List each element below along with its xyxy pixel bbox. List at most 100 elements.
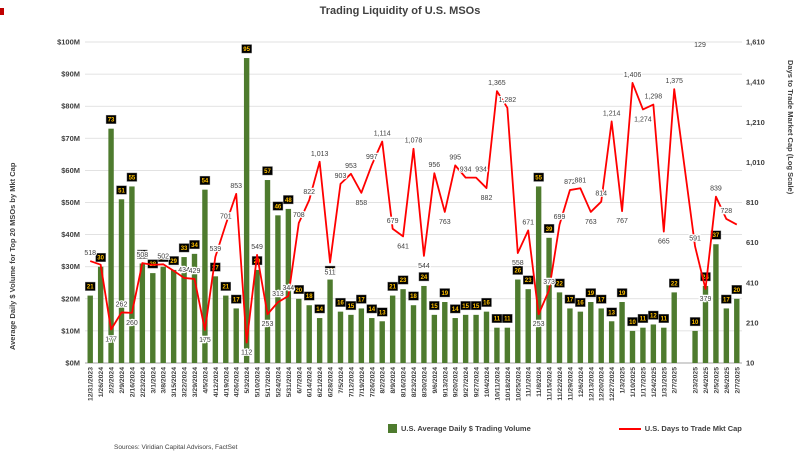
line-value-label: 679 (387, 218, 399, 225)
line-value-label: 853 (230, 183, 242, 190)
left-axis-tick: $50M (61, 198, 80, 207)
left-axis-tick: $80M (61, 102, 80, 111)
volume-bar (734, 298, 740, 363)
bar-value-box (377, 307, 388, 317)
right-axis-tick: 1,610 (746, 38, 765, 47)
line-value-label: 882 (481, 195, 493, 202)
bar-value-box (606, 307, 617, 317)
x-tick-label: 6/28/2024 (328, 367, 335, 397)
volume-bar (181, 257, 187, 363)
volume-bar (713, 244, 719, 363)
line-value-label: 1,282 (499, 97, 517, 104)
bar-value-box (137, 249, 148, 259)
bar-value-label: 13 (379, 310, 386, 316)
bar-value-box (397, 275, 409, 285)
volume-bar (692, 330, 698, 363)
volume-bar (473, 314, 479, 363)
volume-bar (577, 311, 584, 363)
bar-value-box (512, 265, 523, 275)
line-value-label: 262 (116, 301, 128, 308)
bar-value-box (470, 301, 482, 311)
volume-bar (191, 253, 198, 363)
volume-bar (640, 327, 646, 363)
bar-value-label: 14 (452, 307, 459, 313)
volume-bar (410, 305, 417, 363)
right-axis-tick: 810 (746, 198, 759, 207)
x-tick-label: 2/9/2024 (119, 367, 126, 394)
bar-value-label: 17 (723, 297, 730, 303)
bar-value-label: 16 (337, 301, 344, 307)
x-tick-label: 1/17/2025 (640, 367, 647, 397)
x-tick-label: 11/8/2024 (536, 367, 543, 397)
bar-value-box (387, 281, 398, 291)
line-value-label: 313 (272, 291, 284, 298)
line-value-label: 544 (418, 263, 430, 270)
x-tick-label: 4/19/2024 (223, 367, 230, 397)
line-value-label: 763 (439, 219, 451, 226)
x-tick-label: 10/18/2024 (505, 367, 512, 401)
x-tick-label: 8/23/2024 (411, 367, 418, 397)
volume-bar (567, 308, 573, 363)
bar-value-box (168, 256, 179, 266)
volume-bar (327, 279, 333, 363)
bar-value-box (575, 297, 586, 307)
bar-value-label: 11 (504, 317, 511, 323)
line-value-label: 434 (178, 267, 190, 274)
line-value-label: 881 (575, 177, 587, 184)
x-tick-label: 3/22/2024 (182, 367, 189, 397)
bar-value-label: 15 (462, 304, 469, 310)
legend-item-volume: U.S. Average Daily $ Trading Volume (388, 424, 531, 433)
bar-value-label: 26 (327, 269, 334, 275)
bar-value-box (158, 252, 169, 262)
volume-bar (202, 189, 208, 363)
bar-value-box (460, 301, 471, 311)
bar-value-box (533, 172, 544, 182)
bar-value-label: 16 (577, 301, 584, 307)
bar-value-box (126, 172, 138, 182)
line-value-label: 253 (262, 321, 274, 328)
left-axis-tick: $60M (61, 166, 80, 175)
bar-value-label: 17 (567, 297, 574, 303)
volume-bar (87, 295, 93, 363)
line-value-label: 699 (554, 214, 566, 221)
bar-value-box (564, 294, 576, 304)
x-tick-label: 4/12/2024 (213, 367, 220, 397)
bar-value-label: 17 (233, 297, 240, 303)
bar-value-box (721, 294, 732, 304)
x-tick-label: 5/31/2024 (286, 367, 293, 397)
x-tick-label: 9/27/2024 (474, 367, 481, 397)
right-axis-tick: 1,410 (746, 78, 765, 87)
x-tick-label: 5/10/2024 (255, 367, 262, 397)
x-tick-label: 2/7/2025 (672, 367, 679, 394)
x-tick-label: 6/14/2024 (307, 367, 314, 397)
legend-label-days: U.S. Days to Trade Mkt Cap (644, 424, 742, 433)
line-value-label: 518 (84, 250, 96, 257)
left-axis-tick: $70M (61, 134, 80, 143)
x-tick-label: 2/23/2024 (140, 367, 147, 397)
volume-bar (671, 292, 677, 363)
legend-item-days: U.S. Days to Trade Mkt Cap (618, 424, 742, 433)
x-tick-label: 7/5/2024 (338, 367, 345, 394)
volume-bar (421, 285, 427, 363)
bar-value-box (105, 114, 117, 124)
line-value-label: 1,013 (311, 151, 329, 158)
bar-value-label: 16 (483, 301, 490, 307)
line-value-label: 1,078 (405, 138, 423, 145)
line-value-label: 379 (700, 296, 712, 303)
bar-value-label: 11 (640, 317, 647, 323)
bar-value-label: 57 (264, 169, 271, 175)
volume-bar (588, 302, 594, 363)
line-value-label: 728 (721, 208, 733, 215)
bar-value-label: 11 (661, 317, 668, 323)
volume-bar (285, 208, 292, 363)
bar-value-box (616, 288, 628, 298)
x-tick-label: 2/3/2025 (693, 367, 700, 394)
x-tick-label: 1/31/2025 (661, 367, 668, 397)
line-value-label: 558 (512, 260, 524, 267)
line-value-label: 112 (241, 350, 252, 357)
bar-value-label: 18 (306, 294, 313, 300)
x-tick-label: 4/26/2024 (234, 367, 241, 397)
line-value-label: 1,365 (488, 80, 506, 87)
volume-bar (535, 186, 542, 363)
